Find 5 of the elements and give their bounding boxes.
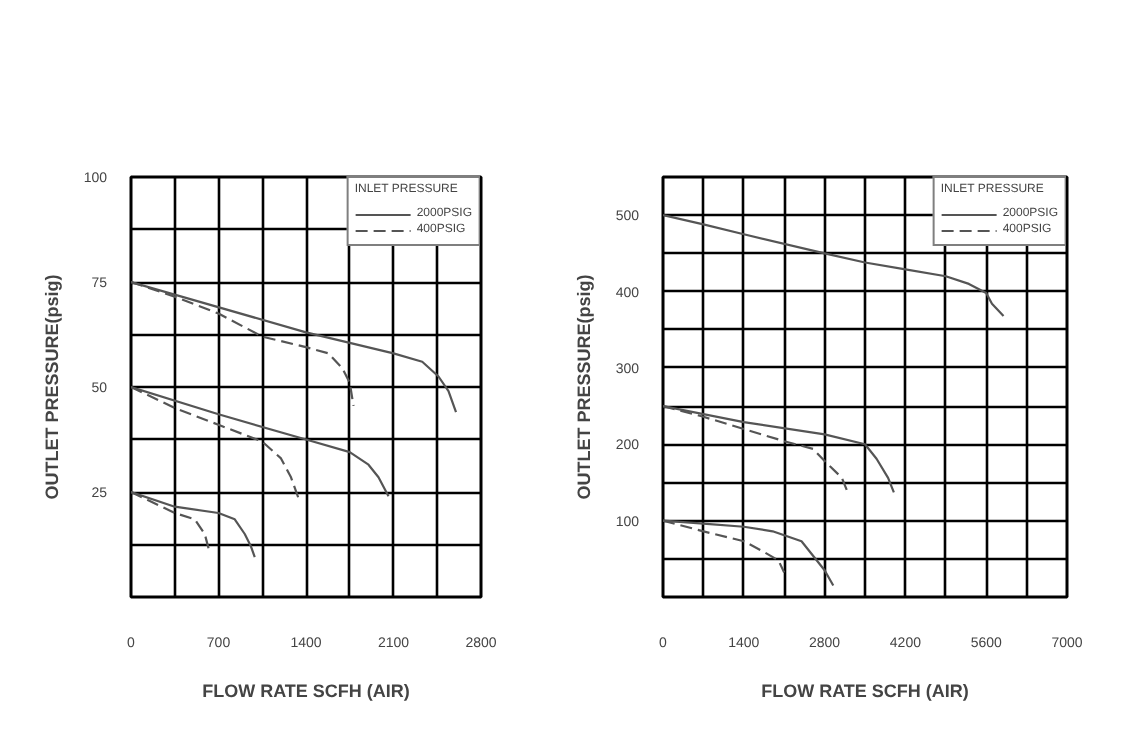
y-axis-title: OUTLET PRESSURE(psig) bbox=[41, 274, 62, 500]
x-axis-title: FLOW RATE SCFH (AIR) bbox=[202, 681, 410, 701]
line-series bbox=[663, 214, 1005, 318]
x-axis-title: FLOW RATE SCFH (AIR) bbox=[761, 681, 969, 701]
y-axis-title: OUTLET PRESSURE(psig) bbox=[573, 274, 594, 500]
